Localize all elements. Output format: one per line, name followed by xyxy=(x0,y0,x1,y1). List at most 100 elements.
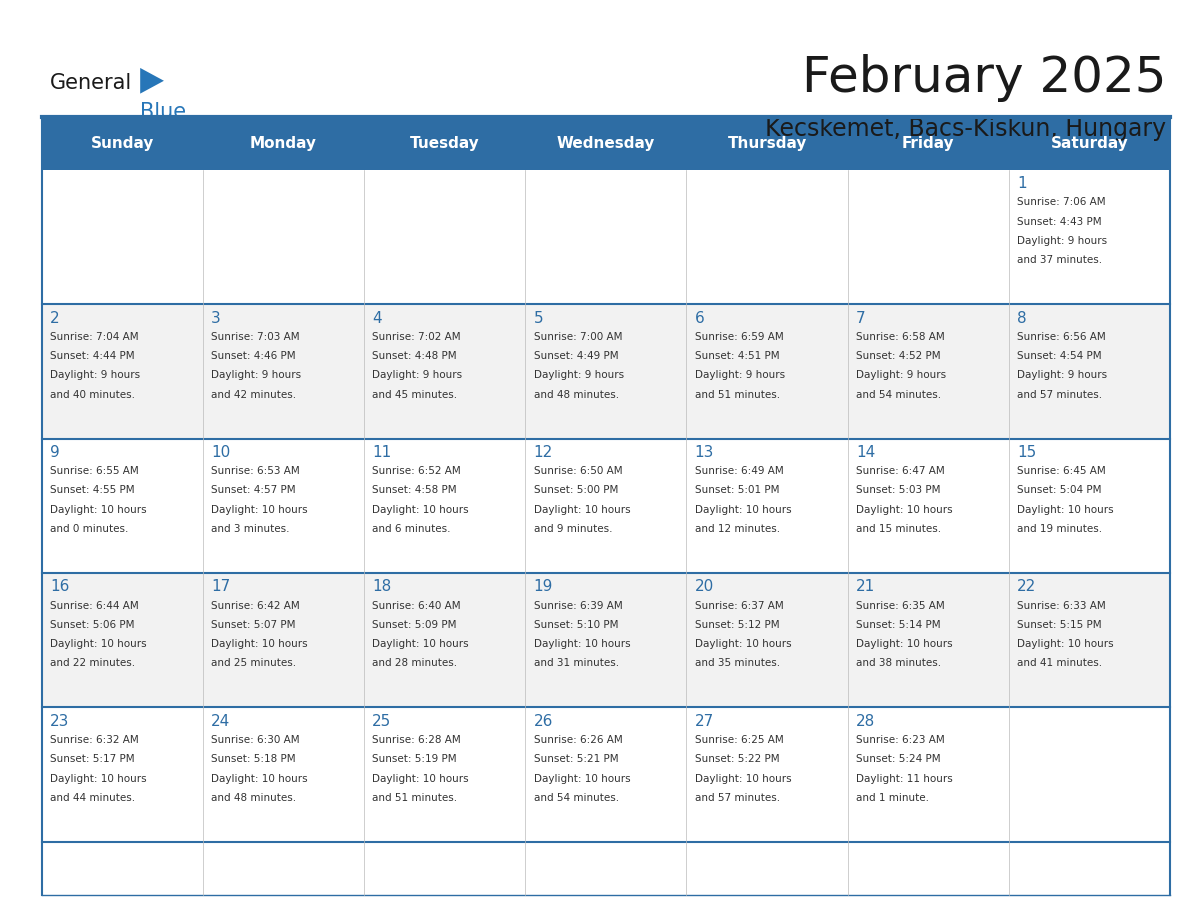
Text: Tuesday: Tuesday xyxy=(410,136,480,151)
Text: 21: 21 xyxy=(857,579,876,595)
Text: and 54 minutes.: and 54 minutes. xyxy=(857,389,941,399)
Text: Sunset: 4:52 PM: Sunset: 4:52 PM xyxy=(857,351,941,361)
Text: General: General xyxy=(50,73,132,93)
Text: Sunrise: 6:44 AM: Sunrise: 6:44 AM xyxy=(50,600,139,610)
Text: Friday: Friday xyxy=(902,136,955,151)
Text: 18: 18 xyxy=(372,579,392,595)
Text: Daylight: 10 hours: Daylight: 10 hours xyxy=(695,774,791,783)
Text: and 54 minutes.: and 54 minutes. xyxy=(533,793,619,802)
Text: 24: 24 xyxy=(211,714,230,729)
Text: Daylight: 10 hours: Daylight: 10 hours xyxy=(372,774,469,783)
Text: Sunrise: 6:53 AM: Sunrise: 6:53 AM xyxy=(211,466,299,476)
Text: 1: 1 xyxy=(1017,176,1026,191)
Text: Sunset: 4:46 PM: Sunset: 4:46 PM xyxy=(211,351,296,361)
Text: and 45 minutes.: and 45 minutes. xyxy=(372,389,457,399)
Text: 2: 2 xyxy=(50,310,59,326)
Text: Sunrise: 6:33 AM: Sunrise: 6:33 AM xyxy=(1017,600,1106,610)
Text: 7: 7 xyxy=(857,310,866,326)
Text: Sunset: 4:49 PM: Sunset: 4:49 PM xyxy=(533,351,618,361)
Bar xyxy=(203,573,364,708)
Text: 15: 15 xyxy=(1017,445,1036,460)
Text: 3: 3 xyxy=(211,310,221,326)
Text: Kecskemet, Bacs-Kiskun, Hungary: Kecskemet, Bacs-Kiskun, Hungary xyxy=(765,117,1167,140)
Bar xyxy=(525,170,687,304)
Text: Sunrise: 6:49 AM: Sunrise: 6:49 AM xyxy=(695,466,784,476)
Text: Sunset: 4:44 PM: Sunset: 4:44 PM xyxy=(50,351,134,361)
Text: and 25 minutes.: and 25 minutes. xyxy=(211,658,296,668)
Text: Sunset: 5:03 PM: Sunset: 5:03 PM xyxy=(857,486,941,496)
Text: Sunset: 5:04 PM: Sunset: 5:04 PM xyxy=(1017,486,1101,496)
Text: Sunrise: 7:04 AM: Sunrise: 7:04 AM xyxy=(50,331,139,341)
Text: Sunrise: 6:30 AM: Sunrise: 6:30 AM xyxy=(211,735,299,744)
Text: Sunrise: 6:50 AM: Sunrise: 6:50 AM xyxy=(533,466,623,476)
Text: 28: 28 xyxy=(857,714,876,729)
Text: Daylight: 10 hours: Daylight: 10 hours xyxy=(857,639,953,649)
Bar xyxy=(525,573,687,708)
Text: Sunrise: 6:28 AM: Sunrise: 6:28 AM xyxy=(372,735,461,744)
Text: Sunrise: 6:23 AM: Sunrise: 6:23 AM xyxy=(857,735,944,744)
Text: and 37 minutes.: and 37 minutes. xyxy=(1017,255,1102,265)
Text: Sunset: 5:01 PM: Sunset: 5:01 PM xyxy=(695,486,779,496)
Bar xyxy=(42,117,1170,170)
Text: Sunrise: 6:40 AM: Sunrise: 6:40 AM xyxy=(372,600,461,610)
Text: and 6 minutes.: and 6 minutes. xyxy=(372,524,451,534)
Text: Sunset: 5:00 PM: Sunset: 5:00 PM xyxy=(533,486,618,496)
Text: Sunset: 4:55 PM: Sunset: 4:55 PM xyxy=(50,486,134,496)
Text: Sunset: 5:15 PM: Sunset: 5:15 PM xyxy=(1017,620,1102,630)
Bar xyxy=(1009,573,1170,708)
Bar xyxy=(687,708,848,842)
Text: and 48 minutes.: and 48 minutes. xyxy=(211,793,296,802)
Text: Sunrise: 6:47 AM: Sunrise: 6:47 AM xyxy=(857,466,944,476)
Text: Sunrise: 7:06 AM: Sunrise: 7:06 AM xyxy=(1017,197,1106,207)
Text: 11: 11 xyxy=(372,445,392,460)
Bar xyxy=(1009,170,1170,304)
Bar xyxy=(203,439,364,573)
Text: Sunset: 4:43 PM: Sunset: 4:43 PM xyxy=(1017,217,1102,227)
Text: Sunrise: 6:58 AM: Sunrise: 6:58 AM xyxy=(857,331,944,341)
Text: Sunset: 5:14 PM: Sunset: 5:14 PM xyxy=(857,620,941,630)
Text: Sunrise: 6:37 AM: Sunrise: 6:37 AM xyxy=(695,600,784,610)
Text: Blue: Blue xyxy=(140,102,187,122)
Text: Thursday: Thursday xyxy=(727,136,807,151)
Text: Sunrise: 6:39 AM: Sunrise: 6:39 AM xyxy=(533,600,623,610)
Text: and 12 minutes.: and 12 minutes. xyxy=(695,524,781,534)
Text: and 44 minutes.: and 44 minutes. xyxy=(50,793,135,802)
Text: Daylight: 9 hours: Daylight: 9 hours xyxy=(1017,236,1107,246)
Text: Daylight: 10 hours: Daylight: 10 hours xyxy=(533,505,630,515)
Text: February 2025: February 2025 xyxy=(802,54,1167,102)
Text: Daylight: 10 hours: Daylight: 10 hours xyxy=(372,639,469,649)
Text: 16: 16 xyxy=(50,579,69,595)
Bar xyxy=(364,708,525,842)
Text: Daylight: 10 hours: Daylight: 10 hours xyxy=(50,505,146,515)
Text: Sunrise: 7:03 AM: Sunrise: 7:03 AM xyxy=(211,331,299,341)
Text: Sunrise: 6:56 AM: Sunrise: 6:56 AM xyxy=(1017,331,1106,341)
Bar xyxy=(42,304,203,439)
Text: Daylight: 10 hours: Daylight: 10 hours xyxy=(372,505,469,515)
Text: 14: 14 xyxy=(857,445,876,460)
Text: Daylight: 9 hours: Daylight: 9 hours xyxy=(211,370,302,380)
Text: Daylight: 9 hours: Daylight: 9 hours xyxy=(1017,370,1107,380)
Text: Saturday: Saturday xyxy=(1050,136,1129,151)
Text: Daylight: 10 hours: Daylight: 10 hours xyxy=(50,639,146,649)
Bar xyxy=(848,573,1009,708)
Text: 27: 27 xyxy=(695,714,714,729)
Text: Sunset: 4:51 PM: Sunset: 4:51 PM xyxy=(695,351,779,361)
Text: Sunset: 4:54 PM: Sunset: 4:54 PM xyxy=(1017,351,1102,361)
Bar xyxy=(848,708,1009,842)
Text: and 57 minutes.: and 57 minutes. xyxy=(1017,389,1102,399)
Text: Sunday: Sunday xyxy=(90,136,154,151)
Text: Sunset: 5:12 PM: Sunset: 5:12 PM xyxy=(695,620,779,630)
Text: Wednesday: Wednesday xyxy=(557,136,655,151)
Text: 23: 23 xyxy=(50,714,69,729)
Text: Daylight: 9 hours: Daylight: 9 hours xyxy=(50,370,140,380)
Text: Sunrise: 6:59 AM: Sunrise: 6:59 AM xyxy=(695,331,784,341)
Text: Daylight: 10 hours: Daylight: 10 hours xyxy=(695,639,791,649)
Text: 19: 19 xyxy=(533,579,552,595)
Text: Sunset: 5:19 PM: Sunset: 5:19 PM xyxy=(372,755,457,764)
Text: and 31 minutes.: and 31 minutes. xyxy=(533,658,619,668)
Bar xyxy=(203,708,364,842)
Bar xyxy=(687,304,848,439)
Text: Daylight: 9 hours: Daylight: 9 hours xyxy=(695,370,785,380)
Text: Sunrise: 6:52 AM: Sunrise: 6:52 AM xyxy=(372,466,461,476)
Text: Sunrise: 6:35 AM: Sunrise: 6:35 AM xyxy=(857,600,944,610)
